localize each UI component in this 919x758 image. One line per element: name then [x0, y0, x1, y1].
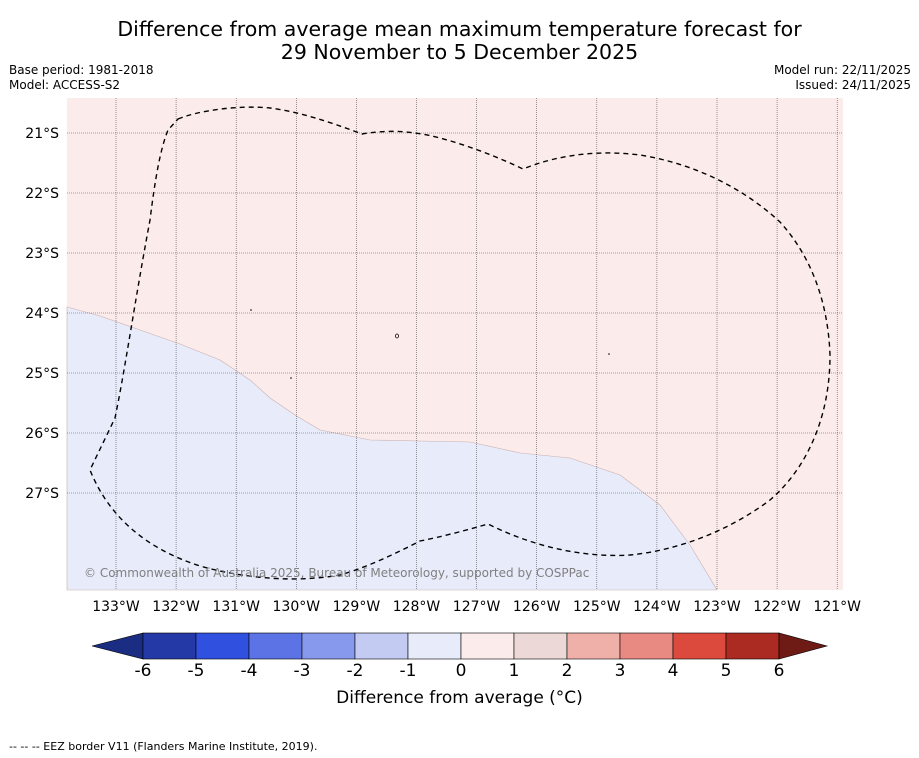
longitude-labels: 133°W 132°W 131°W 130°W 129°W 128°W 127°W 126°W… — [92, 599, 861, 615]
eez-border — [89, 106, 831, 580]
lat-label: 26°S — [25, 426, 59, 442]
lat-label: 21°S — [25, 126, 59, 142]
lat-label: 23°S — [25, 246, 59, 262]
map: 21°S22°S23°S24°S25°S26°S27°S 133°W 132°W 1… — [25, 98, 861, 615]
colorbar-box — [513, 632, 568, 660]
lon-label: 123°W — [693, 599, 741, 615]
latitude-labels: 21°S 22°S 23°S 24°S 25°S 26°S 27°S — [25, 126, 59, 502]
lon-label: 125°W — [573, 599, 621, 615]
lon-label: 128°W — [393, 599, 441, 615]
colorbar-box — [354, 632, 409, 660]
colorbar-box — [248, 632, 303, 660]
lon-label: 132°W — [152, 599, 200, 615]
colorbar-tick-label: -5 — [188, 661, 205, 681]
colorbar-ticks: -6 -5 -4 -3 -2 -1 0 1 2 3 4 5 6 — [135, 661, 785, 681]
copyright-notice: © Commonwealth of Australia 2025, Bureau… — [84, 566, 590, 580]
lon-label: 133°W — [92, 599, 140, 615]
colorbar-tick-label: -1 — [400, 661, 417, 681]
colorbar-boxes — [91, 632, 829, 660]
colorbar-extend-high — [778, 632, 829, 660]
colorbar-tick-label: -3 — [294, 661, 311, 681]
colorbar-box — [142, 632, 197, 660]
title-line-1: Difference from average mean maximum tem… — [117, 17, 802, 41]
colorbar-box — [619, 632, 674, 660]
lon-label: 121°W — [813, 599, 861, 615]
lat-label: 22°S — [25, 186, 59, 202]
lon-label: 130°W — [273, 599, 321, 615]
colorbar-box — [407, 632, 462, 660]
lat-label: 25°S — [25, 366, 59, 382]
lon-label: 124°W — [633, 599, 681, 615]
lon-label: 122°W — [753, 599, 801, 615]
colorbar-tick-label: 6 — [774, 661, 785, 681]
colorbar-box — [460, 632, 515, 660]
colorbar-tick-label: 4 — [668, 661, 679, 681]
colorbar: -6 -5 -4 -3 -2 -1 0 1 2 3 4 5 6 — [91, 632, 829, 681]
model-run: Model run: 22/11/2025 — [773, 63, 911, 77]
colorbar-label: Difference from average (°C) — [336, 688, 583, 708]
footnote: -- -- -- EEZ border V11 (Flanders Marine… — [9, 740, 318, 753]
cool-region — [66, 306, 718, 591]
colorbar-tick-label: -4 — [241, 661, 258, 681]
colorbar-box — [672, 632, 727, 660]
base-period: Base period: 1981-2018 — [9, 63, 154, 77]
meta-right: Model run: 22/11/2025 Issued: 24/11/2025 — [774, 63, 911, 93]
lat-label: 27°S — [25, 486, 59, 502]
lon-label: 127°W — [453, 599, 501, 615]
gridlines — [67, 98, 843, 590]
chart-title: Difference from average mean maximum tem… — [0, 18, 919, 64]
colorbar-extend-low — [91, 632, 144, 660]
island-marker — [290, 377, 292, 379]
issued-date: Issued: 24/11/2025 — [795, 78, 911, 92]
lon-label: 126°W — [513, 599, 561, 615]
lon-label: 129°W — [333, 599, 381, 615]
colorbar-tick-label: 3 — [615, 661, 626, 681]
lat-label: 24°S — [25, 306, 59, 322]
colorbar-tick-label: 0 — [456, 661, 467, 681]
colorbar-tick-label: 5 — [721, 661, 732, 681]
colorbar-tick-label: 2 — [562, 661, 573, 681]
colorbar-tick-label: -2 — [347, 661, 364, 681]
lon-label: 131°W — [212, 599, 260, 615]
island-marker — [608, 353, 610, 355]
meta-left: Base period: 1981-2018 Model: ACCESS-S2 — [9, 63, 154, 93]
colorbar-tick-label: -6 — [135, 661, 152, 681]
colorbar-box — [725, 632, 780, 660]
title-line-2: 29 November to 5 December 2025 — [280, 40, 639, 64]
island-marker — [250, 309, 252, 311]
colorbar-box — [566, 632, 621, 660]
model-name: Model: ACCESS-S2 — [9, 78, 121, 92]
colorbar-tick-label: 1 — [509, 661, 520, 681]
colorbar-box — [195, 632, 250, 660]
colorbar-box — [301, 632, 356, 660]
island-marker — [395, 333, 399, 339]
